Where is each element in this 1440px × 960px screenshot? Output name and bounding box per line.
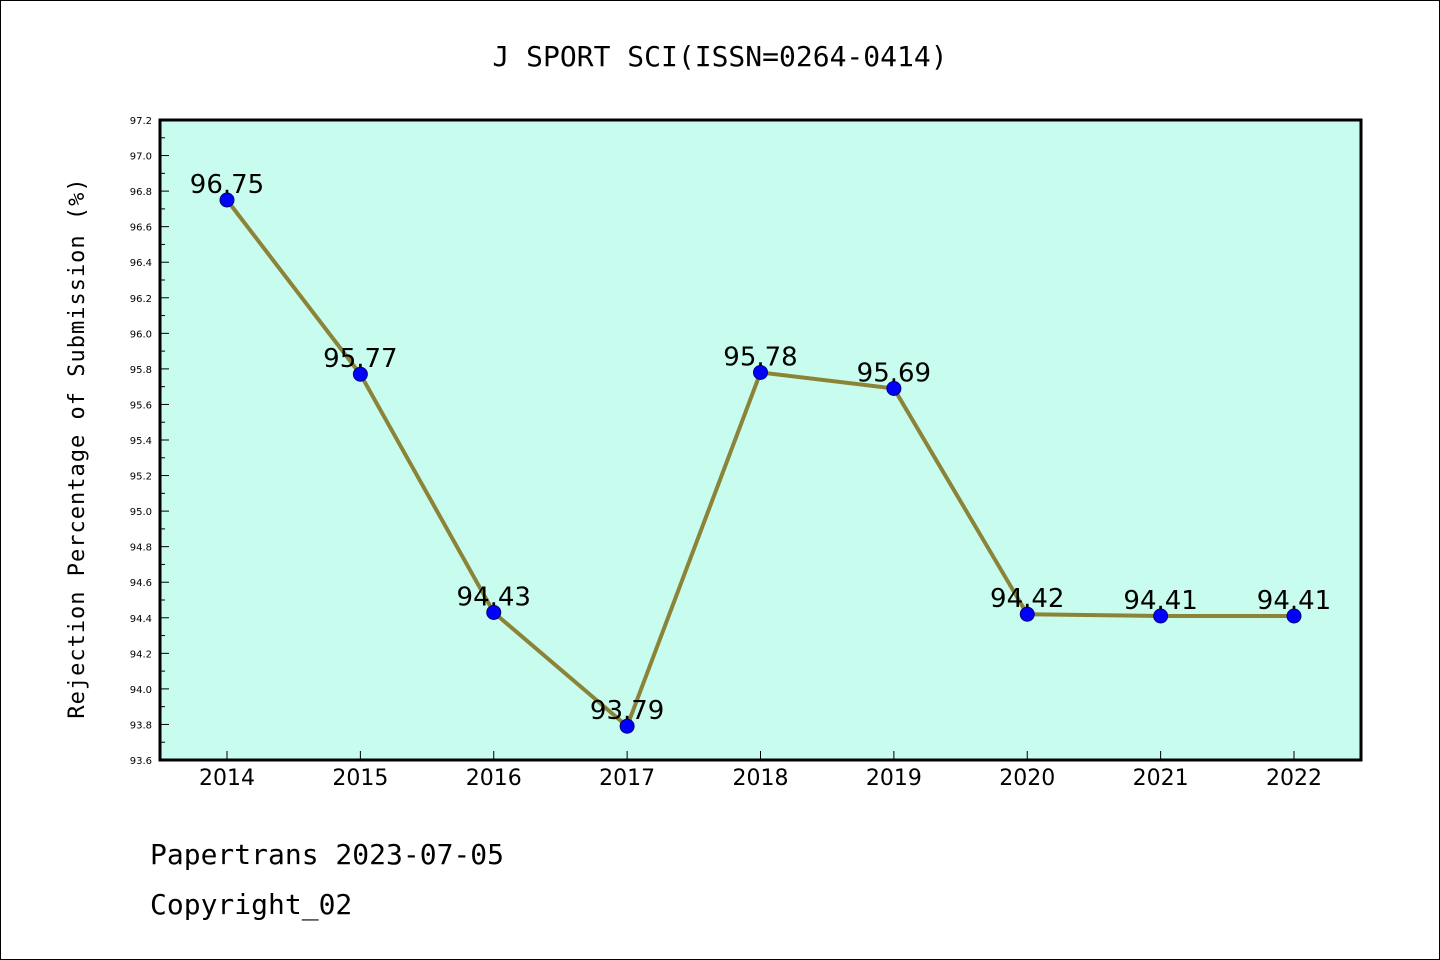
data-point [486,604,502,620]
x-tick-label: 2016 [466,766,522,791]
y-axis: 93.6 93.8 94.0 94.2 94.4 94.6 94.8 95.0 95.2 95.4… [130,116,169,767]
data-point [619,718,635,734]
x-tick-label: 2017 [599,766,655,791]
y-tick-label: 96.0 [130,329,152,340]
y-tick-label: 94.6 [130,578,152,589]
y-tick-label: 95.4 [130,436,152,447]
data-point [1153,608,1169,624]
plot-area [160,120,1361,760]
data-label: 95.69 [857,358,931,388]
plot-border [158,118,1363,762]
x-tick-label: 2019 [866,766,922,791]
y-tick-label: 97.2 [130,116,152,127]
data-point [219,192,235,208]
data-label: 96.75 [190,170,264,200]
footer-date: Papertrans 2023-07-05 [150,838,504,871]
data-point [886,380,902,396]
y-tick-label: 97.0 [130,152,152,163]
series-line [219,192,1302,734]
chart-title: J SPORT SCI(ISSN=0264-0414) [492,40,947,73]
data-point [352,366,368,382]
data-label: 94.43 [457,582,531,612]
y-tick-label: 95.8 [130,365,152,376]
data-point [753,364,768,380]
y-tick-label: 95.2 [130,472,152,483]
x-tick-label: 2020 [999,766,1055,791]
x-tick-label: 2014 [199,766,255,791]
y-tick-label: 94.0 [130,685,152,696]
data-labels: 96.75 95.77 94.43 93.79 95.78 95.69 94.42 94.41… [190,170,1331,726]
data-label: 94.41 [1123,586,1197,616]
data-label: 94.41 [1257,586,1331,616]
y-tick-label: 94.4 [130,614,152,625]
data-label: 95.77 [323,344,397,374]
x-tick-label: 2018 [733,766,789,791]
y-tick-label: 95.6 [130,400,152,411]
x-tick-label: 2022 [1266,766,1322,791]
y-tick-label: 96.8 [130,187,152,198]
y-tick-label: 94.8 [130,543,152,554]
y-tick-label: 93.6 [130,756,152,767]
y-tick-label: 96.6 [130,223,152,234]
y-tick-label: 95.0 [130,507,152,518]
x-axis: 2014 2015 2016 2017 2018 2019 2020 2021 2022 [199,751,1322,791]
data-point [1286,608,1302,624]
data-label: 94.42 [990,584,1064,614]
footer-copyright: Copyright_02 [150,888,352,922]
data-label: 95.78 [723,342,797,372]
y-tick-label: 94.2 [130,649,152,660]
y-tick-label: 96.2 [130,294,152,305]
data-point [1019,606,1035,622]
data-label: 93.79 [590,696,664,726]
y-tick-label: 96.4 [130,258,152,269]
y-axis-label: Rejection Percentage of Submission (%) [65,177,90,718]
x-tick-label: 2015 [332,766,388,791]
x-tick-label: 2021 [1133,766,1189,791]
y-tick-label: 93.8 [130,720,152,731]
